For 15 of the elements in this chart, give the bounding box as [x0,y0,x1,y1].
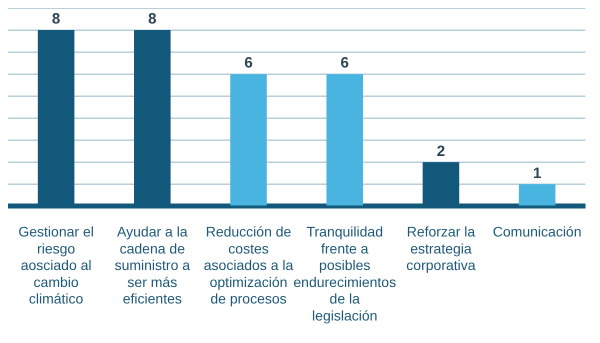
data-label: 8 [148,10,156,28]
x-tick-label: Comunicación [492,223,582,240]
x-tick-label: Gestionar el riesgo aosciado al cambio climático [18,223,94,307]
bar [518,184,556,206]
bar [326,74,364,206]
bar [230,74,267,206]
x-tick-label: Ayudar a la cadena de suministro a ser más eficientes [114,223,190,307]
x-tick-label: Tranquilidad frente a posibles endurecimientos de la legislación [293,223,396,324]
x-tick-label: Reducción de costes asociados a la optimización de procesos [204,223,294,307]
data-label: 8 [52,10,60,28]
data-label: 1 [532,164,542,182]
data-label: 6 [244,54,253,72]
data-label: 6 [340,54,349,72]
data-label: 2 [436,142,446,160]
x-tick-label: Reforzar la estrategia corporativa [406,223,476,274]
